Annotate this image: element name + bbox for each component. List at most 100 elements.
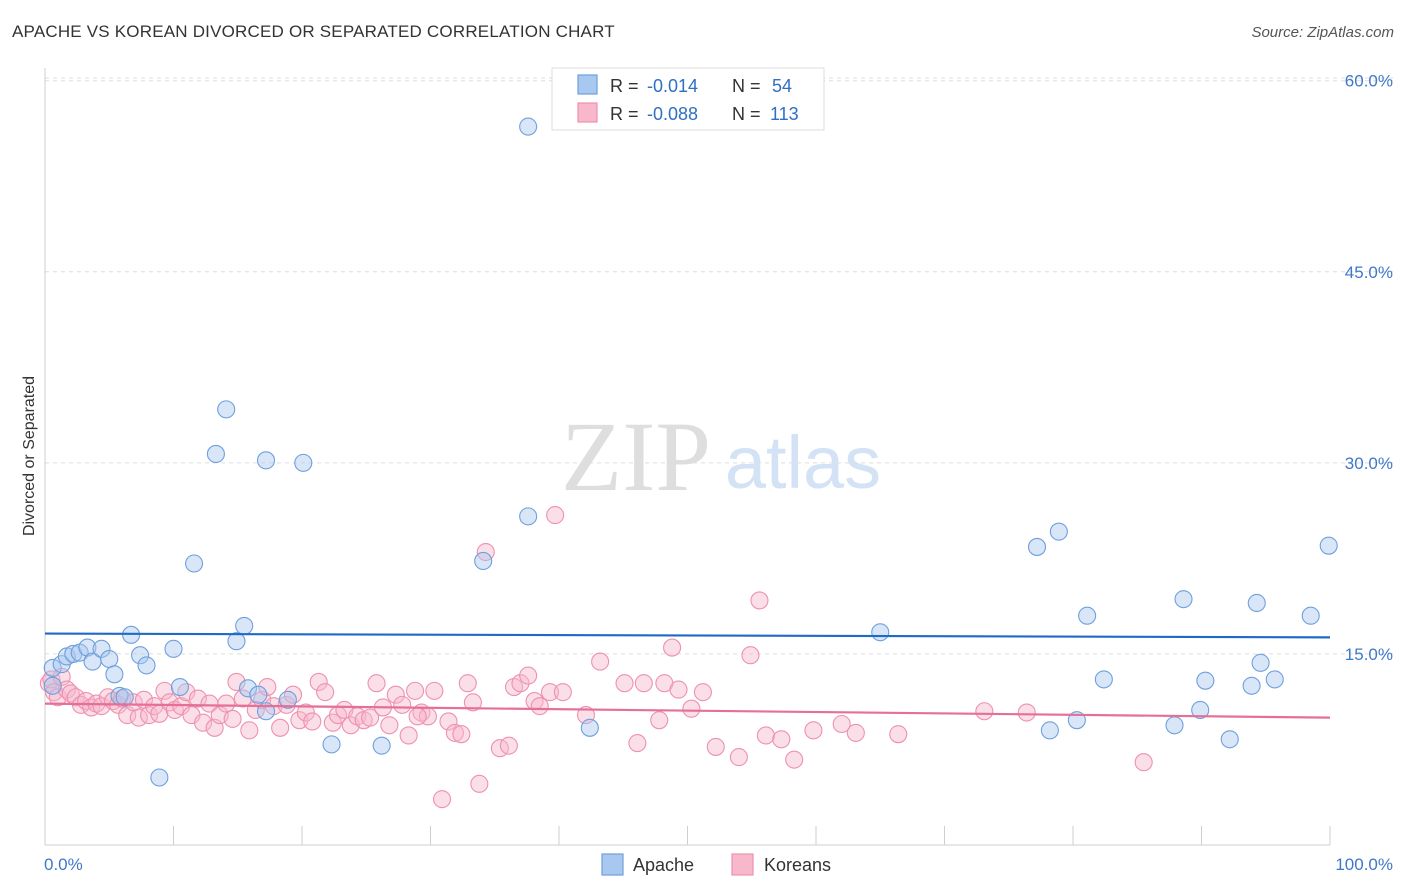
stats-legend: R = -0.014 N = 54 R = -0.088 N = 113 [551, 67, 825, 131]
koreans-point [406, 681, 425, 700]
apache-point [115, 688, 134, 707]
apache-n-value: 54 [772, 76, 792, 96]
apache-point [1049, 522, 1068, 541]
apache-point [1220, 730, 1239, 749]
koreans-point [615, 674, 634, 693]
apache-r-value: -0.014 [647, 76, 698, 96]
watermark: ZIP atlas [561, 401, 881, 512]
apache-point [519, 507, 538, 526]
x-ticks [44, 826, 1331, 845]
koreans-r-value: -0.088 [647, 104, 698, 124]
apache-point [235, 616, 254, 635]
koreans-point [452, 725, 471, 744]
y-tick-label: 15.0% [1345, 645, 1393, 664]
apache-point [1165, 716, 1184, 735]
koreans-points [39, 506, 1153, 809]
koreans-point [399, 726, 418, 745]
apache-point [1242, 676, 1261, 695]
koreans-point [663, 638, 682, 657]
koreans-point [408, 707, 427, 726]
trend-lines [44, 632, 1331, 719]
koreans-trend-line [44, 702, 1331, 719]
koreans-point [519, 666, 538, 685]
y-axis-label: Divorced or Separated [21, 376, 38, 536]
koreans-point [439, 712, 458, 731]
apache-point [1251, 653, 1270, 672]
koreans-point [233, 689, 252, 708]
apache-point [105, 665, 124, 684]
apache-n-label: N = [732, 76, 761, 96]
x-tick-label-max: 100.0% [1335, 855, 1393, 874]
legend-koreans-swatch [731, 853, 754, 876]
koreans-point [975, 702, 994, 721]
koreans-point [155, 681, 174, 700]
koreans-point [463, 693, 482, 712]
koreans-point [889, 725, 908, 744]
apache-point [238, 679, 258, 698]
apache-point [519, 117, 538, 136]
apache-point [1027, 537, 1047, 556]
apache-point [1196, 671, 1215, 690]
apache-point [1040, 721, 1059, 740]
koreans-point [634, 674, 653, 693]
y-tick-labels: 15.0% 30.0% 45.0% 60.0% [1345, 72, 1393, 664]
koreans-point [188, 689, 207, 708]
chart-title: APACHE VS KOREAN DIVORCED OR SEPARATED C… [12, 22, 615, 41]
apache-point [170, 678, 189, 697]
apache-r-label: R = [610, 76, 639, 96]
koreans-point [386, 685, 405, 704]
koreans-point [750, 591, 769, 610]
apache-point [1078, 606, 1097, 625]
koreans-point [393, 695, 412, 714]
koreans-point [756, 726, 775, 745]
koreans-point [706, 737, 725, 756]
apache-point [217, 400, 236, 419]
watermark-atlas: atlas [725, 421, 881, 504]
apache-point [278, 690, 297, 709]
apache-point [1094, 670, 1113, 689]
apache-point [100, 649, 119, 669]
watermark-zip: ZIP [561, 401, 711, 512]
koreans-point [367, 674, 386, 693]
koreans-point [271, 718, 290, 737]
koreans-point [832, 714, 851, 734]
koreans-point [223, 709, 242, 728]
legend-apache-swatch [601, 853, 624, 876]
koreans-point [217, 694, 236, 713]
koreans-point [741, 646, 760, 665]
apache-point [871, 623, 890, 642]
koreans-point [445, 723, 464, 742]
apache-point [372, 736, 391, 755]
apache-trend-line [44, 632, 1331, 639]
apache-point [206, 444, 225, 464]
legend-koreans-label: Koreans [764, 855, 831, 875]
apache-point [164, 639, 183, 658]
koreans-point [499, 736, 518, 755]
koreans-point [540, 683, 560, 702]
koreans-point [433, 790, 452, 809]
koreans-point [650, 711, 669, 730]
bottom-legend: Apache Koreans [601, 853, 831, 876]
koreans-r-label: R = [610, 104, 639, 124]
apache-point [580, 718, 599, 737]
legend-apache-label: Apache [633, 855, 694, 875]
koreans-point [290, 711, 309, 730]
grid-lines [45, 77, 1393, 655]
koreans-point [283, 685, 303, 704]
y-tick-label: 30.0% [1345, 454, 1393, 473]
koreans-point [785, 750, 804, 769]
x-tick-label-min: 0.0% [44, 855, 83, 874]
koreans-point [1017, 703, 1036, 722]
koreans-point [729, 748, 748, 767]
koreans-point [296, 703, 315, 722]
koreans-point [1134, 753, 1153, 772]
koreans-point [194, 713, 213, 732]
koreans-point [227, 672, 246, 692]
apache-point [43, 676, 62, 695]
y-tick-label: 45.0% [1345, 263, 1393, 282]
apache-point [322, 735, 341, 754]
apache-point [249, 685, 268, 704]
apache-point [1174, 590, 1193, 609]
apache-point [227, 632, 246, 651]
